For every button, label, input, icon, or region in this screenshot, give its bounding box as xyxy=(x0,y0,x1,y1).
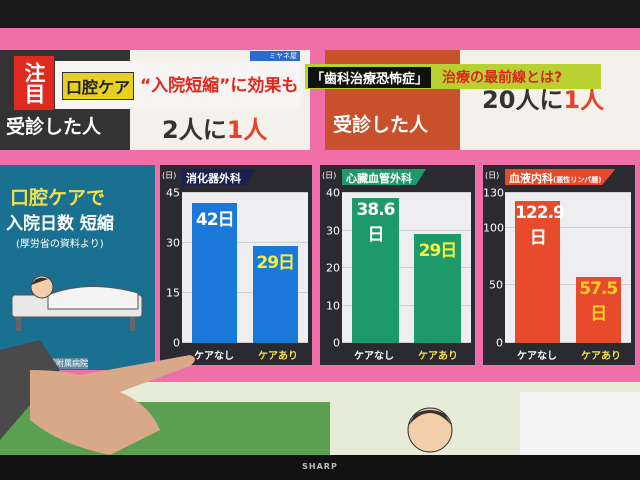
topic-box: 「歯科治療恐怖症」 xyxy=(308,67,432,88)
y-tick-label: 15 xyxy=(166,286,180,300)
y-tick-label: 30 xyxy=(326,224,340,237)
tv-brand-logo: SHARP xyxy=(302,462,338,471)
bar-no-care: 38.6日 xyxy=(352,198,399,343)
bar-value-label: 57.5日 xyxy=(579,278,618,324)
tv-bezel xyxy=(0,455,640,480)
headline: “入院短縮”に効果も xyxy=(140,76,299,96)
y-unit: (日) xyxy=(162,171,177,180)
chart-1: (日) 消化器外科 42日 29日 0 15 30 45 ケアなし ケアあり xyxy=(160,165,312,365)
y-tick-label: 50 xyxy=(489,278,503,292)
lower-right-illustration xyxy=(520,392,640,456)
bar-with-care: 29日 xyxy=(414,234,461,343)
bar-with-care: 57.5日 xyxy=(575,276,621,343)
topic-text: 治療の最前線とは? xyxy=(442,70,563,86)
pointing-hand xyxy=(0,340,195,455)
bar-value-label: 42日 xyxy=(195,210,235,230)
x-category-label: ケアなし xyxy=(194,351,234,362)
bar-no-care: 122.9日 xyxy=(515,201,565,343)
gridline xyxy=(342,342,471,343)
attention-badge: 注目 xyxy=(14,56,54,110)
plot-area: 38.6日 29日 xyxy=(342,192,471,343)
gridline xyxy=(182,192,308,193)
gridline xyxy=(342,267,471,268)
y-tick-label: 40 xyxy=(326,186,340,200)
top-left-text: 受診した人 xyxy=(6,116,102,138)
gridline xyxy=(342,192,471,193)
gridline xyxy=(182,342,308,343)
y-tick-label: 100 xyxy=(483,221,504,235)
gridline xyxy=(505,284,631,286)
x-category-label: ケアなし xyxy=(354,351,394,362)
y-tick-label: 130 xyxy=(483,186,504,200)
chart-2: (日) 心臓血管外科 38.6日 29日 0 10 20 30 40 ケアなし ケアあり xyxy=(320,165,475,365)
gridline xyxy=(505,192,631,193)
y-tick-label: 0 xyxy=(173,336,180,350)
top-right-value: 20人に xyxy=(482,86,564,114)
y-tick-label: 45 xyxy=(166,186,180,200)
x-category-label: ケアなし xyxy=(517,351,557,362)
gridline xyxy=(505,342,631,343)
side-source: (厚労省の資料より) xyxy=(16,239,104,250)
chart-subtitle: (悪性リンパ腫) xyxy=(553,176,602,184)
top-left-value-highlight: 1人 xyxy=(226,116,268,144)
gridline xyxy=(182,292,308,293)
y-unit: (日) xyxy=(485,171,500,180)
person-illustration xyxy=(407,407,453,453)
bar-with-care: 29日 xyxy=(252,246,298,343)
x-category-label: ケアあり xyxy=(418,351,458,362)
y-tick-label: 30 xyxy=(166,236,180,250)
gridline xyxy=(505,226,631,228)
bar-no-care: 42日 xyxy=(192,203,238,343)
bar-value-label: 38.6日 xyxy=(356,200,396,246)
gridline xyxy=(342,304,471,306)
side-panel: 口腔ケアで 入院日数 短縮 (厚労省の資料より) 学部附属病院 xyxy=(0,165,155,370)
top-left-value: 2人に xyxy=(162,116,227,144)
gridline xyxy=(342,229,471,231)
bar-value-label: 122.9日 xyxy=(515,203,565,249)
plot-area: 122.9日 57.5日 xyxy=(505,192,631,343)
gridline xyxy=(182,242,308,243)
tv-screen: 受診した人 2人に1人 受診した人 20人に1人 ミヤネ屋 注目 口腔ケア “入… xyxy=(0,28,640,456)
chart-3: (日) 血液内科(悪性リンパ腫) 122.9日 57.5日 0 50 100 130 ケアな… xyxy=(483,165,635,365)
side-line1: 口腔ケアで xyxy=(10,187,106,209)
chart-title: 心臓血管外科 xyxy=(342,169,426,185)
topic-banner: 「歯科治療恐怖症」 治療の最前線とは? xyxy=(305,64,601,89)
side-footer: 学部附属病院 xyxy=(40,358,88,369)
top-right-value-highlight: 1人 xyxy=(563,86,605,114)
x-category-label: ケアあり xyxy=(258,351,298,362)
plot-area: 42日 29日 xyxy=(182,192,308,343)
side-line2: 入院日数 短縮 xyxy=(6,214,114,234)
show-logo: ミヤネ屋 xyxy=(250,51,300,61)
y-tick-label: 20 xyxy=(326,261,340,275)
y-tick-label: 10 xyxy=(326,299,340,312)
keyword-box: 口腔ケア xyxy=(62,72,135,100)
x-category-label: ケアあり xyxy=(581,351,621,362)
patient-bed-illustration xyxy=(11,275,143,331)
top-right-text: 受診した人 xyxy=(333,114,429,136)
bar-value-label: 29日 xyxy=(256,253,295,274)
y-unit: (日) xyxy=(322,171,337,180)
y-tick-label: 0 xyxy=(496,336,503,350)
chart-title: 血液内科(悪性リンパ腫) xyxy=(505,169,616,185)
y-tick-label: 0 xyxy=(333,336,340,350)
chart-title: 消化器外科 xyxy=(182,169,255,185)
bar-value-label: 29日 xyxy=(418,241,458,262)
